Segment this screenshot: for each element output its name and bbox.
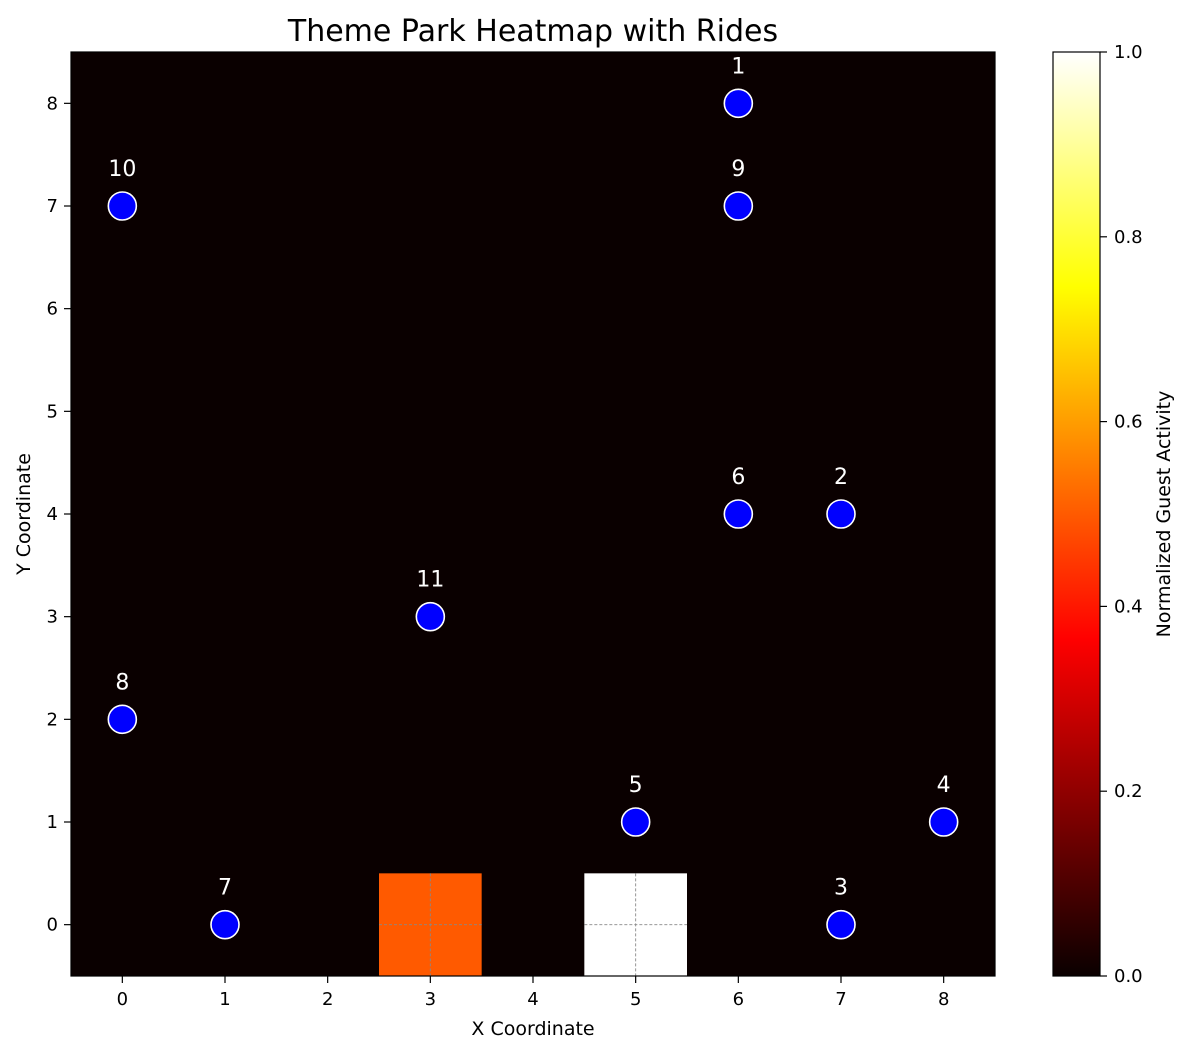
x-tick-label: 0 — [117, 989, 128, 1010]
ride-label: 3 — [834, 876, 848, 901]
ride-label: 4 — [937, 773, 951, 798]
ride-marker — [723, 191, 754, 221]
ride-marker — [723, 499, 754, 529]
colorbar-tick-label: 0.8 — [1114, 227, 1143, 248]
ride-marker — [723, 88, 754, 119]
ride-markers: 1 2 3 4 5 6 7 8 9 10 11 — [107, 54, 959, 940]
colorbar: 0.0 0.2 0.4 0.6 0.8 1.0 Normalized Guest Acti… — [1052, 42, 1175, 987]
ride-label: 9 — [731, 157, 745, 182]
heatmap-background — [71, 52, 995, 976]
colorbar-tick-label: 0.2 — [1114, 781, 1143, 802]
y-tick-label: 4 — [47, 504, 58, 525]
ride-label: 1 — [731, 54, 745, 79]
ride-marker — [826, 499, 856, 529]
x-tick-label: 8 — [938, 989, 949, 1010]
x-tick-label: 6 — [733, 989, 744, 1010]
x-axis-label: X Coordinate — [471, 1018, 594, 1040]
y-tick-label: 5 — [47, 401, 58, 422]
colorbar-gradient — [1052, 51, 1101, 977]
ride-label: 5 — [629, 773, 643, 798]
y-tick-label: 6 — [47, 299, 58, 320]
colorbar-tick-label: 0.0 — [1114, 966, 1143, 987]
cell-grid-lines — [379, 873, 687, 976]
ride-label: 10 — [108, 157, 136, 182]
ride-marker — [107, 191, 138, 221]
ride-marker — [928, 807, 959, 837]
x-tick-label: 1 — [219, 989, 230, 1010]
y-axis-label: Y Coordinate — [13, 453, 35, 576]
colorbar-label: Normalized Guest Activity — [1153, 391, 1175, 638]
ride-label: 11 — [416, 568, 444, 593]
ride-marker — [107, 704, 138, 735]
x-tick-label: 4 — [527, 989, 538, 1010]
x-tick-label: 2 — [322, 989, 333, 1010]
ride-label: 8 — [115, 670, 129, 695]
y-tick-label: 2 — [47, 709, 58, 730]
ride-marker — [620, 807, 651, 837]
y-tick-label: 7 — [47, 196, 58, 217]
colorbar-tick-label: 0.4 — [1114, 596, 1143, 617]
ride-marker — [415, 601, 446, 632]
x-axis: 0 1 2 3 4 5 6 7 8 — [117, 976, 949, 1010]
colorbar-tick-label: 1.0 — [1114, 42, 1143, 63]
chart-title: Theme Park Heatmap with Rides — [287, 14, 778, 49]
ride-marker — [826, 909, 856, 940]
y-axis: 0 1 2 3 4 5 6 7 8 — [47, 93, 71, 936]
y-tick-label: 1 — [47, 812, 58, 833]
x-tick-label: 7 — [835, 989, 846, 1010]
x-tick-label: 3 — [425, 989, 436, 1010]
y-tick-label: 3 — [47, 607, 58, 628]
ride-label: 6 — [731, 465, 745, 490]
x-tick-label: 5 — [630, 989, 641, 1010]
ride-marker — [210, 909, 240, 940]
y-tick-label: 0 — [47, 915, 58, 936]
ride-label: 2 — [834, 465, 848, 490]
colorbar-tick-label: 0.6 — [1114, 412, 1143, 433]
colorbar-ticks: 0.0 0.2 0.4 0.6 0.8 1.0 — [1100, 42, 1143, 987]
ride-label: 7 — [218, 876, 232, 901]
y-tick-label: 8 — [47, 93, 58, 114]
plot-area — [71, 52, 995, 976]
